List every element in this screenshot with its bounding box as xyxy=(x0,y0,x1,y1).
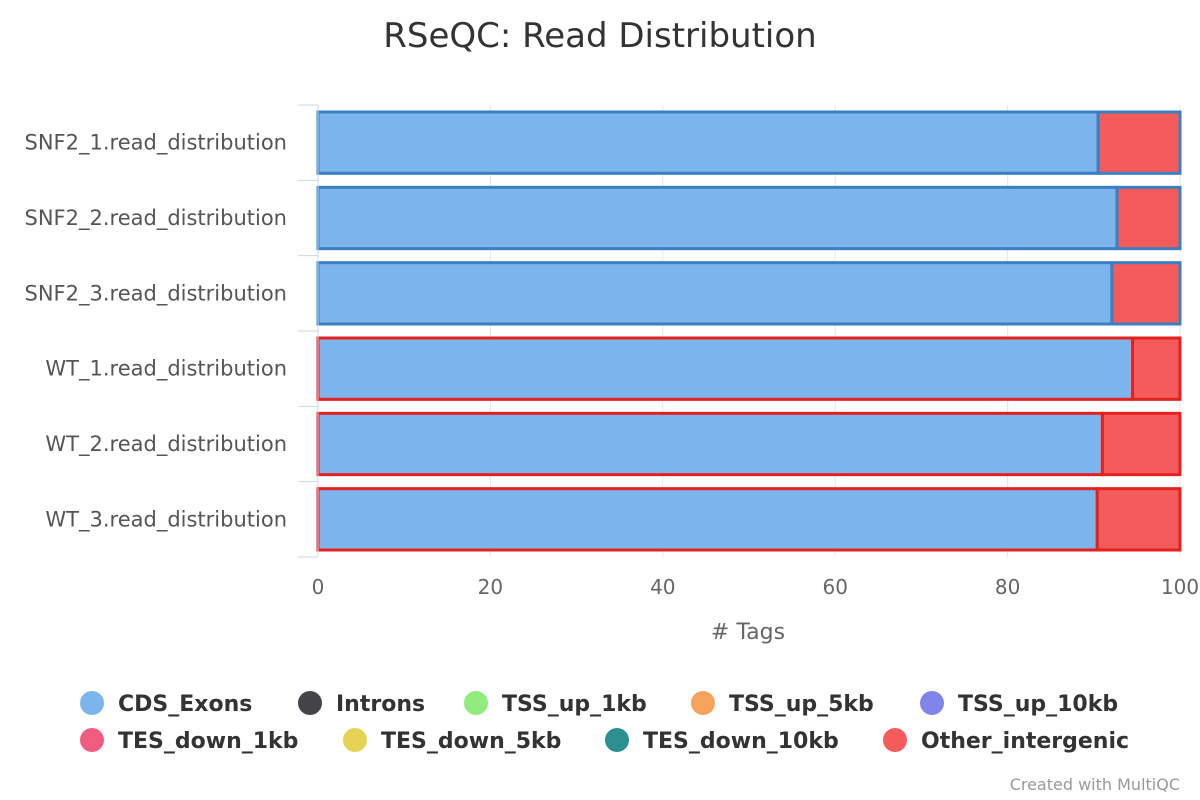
bar-segment[interactable] xyxy=(316,336,1135,401)
legend-label: TES_down_5kb xyxy=(381,729,561,754)
legend-marker xyxy=(80,691,104,715)
legend-item[interactable]: Introns xyxy=(298,691,425,717)
legend-label: TES_down_10kb xyxy=(643,729,839,754)
bar-segment[interactable] xyxy=(1115,185,1182,251)
bar-segment[interactable] xyxy=(316,261,1114,326)
category-label: SNF2_3.read_distribution xyxy=(25,281,287,306)
bars xyxy=(316,110,1182,552)
x-tick-label: 80 xyxy=(995,575,1020,599)
category-label: SNF2_2.read_distribution xyxy=(25,206,287,231)
x-tick-label: 0 xyxy=(312,575,325,599)
legend-marker xyxy=(343,728,367,752)
bar-segment[interactable] xyxy=(1110,261,1182,326)
legend-label: TSS_up_10kb xyxy=(958,692,1118,717)
legend-marker xyxy=(691,691,715,715)
legend-marker xyxy=(883,728,907,752)
legend-item[interactable]: TES_down_1kb xyxy=(80,728,298,754)
legend-label: Introns xyxy=(336,692,425,717)
legend-item[interactable]: TES_down_5kb xyxy=(343,728,561,754)
y-axis: SNF2_1.read_distribution SNF2_2.read_dist… xyxy=(25,104,319,558)
credit-text[interactable]: Created with MultiQC xyxy=(1010,775,1180,794)
legend-marker xyxy=(298,691,322,715)
legend-label: CDS_Exons xyxy=(118,692,252,717)
legend: CDS_Exons Introns TSS_up_1kb TSS_up_5kb TSS_… xyxy=(80,691,1129,754)
category-label: WT_2.read_distribution xyxy=(45,432,287,457)
legend-marker xyxy=(920,691,944,715)
bar-segment[interactable] xyxy=(316,411,1104,477)
x-tick-label: 40 xyxy=(650,575,675,599)
legend-marker xyxy=(464,691,488,715)
legend-label: TSS_up_1kb xyxy=(502,692,647,717)
legend-label: TES_down_1kb xyxy=(118,729,298,754)
category-label: WT_1.read_distribution xyxy=(45,357,287,382)
bar-segment[interactable] xyxy=(1095,487,1182,552)
chart-title: RSeQC: Read Distribution xyxy=(383,16,816,56)
grid-lines xyxy=(489,105,1181,557)
x-axis-title: # Tags xyxy=(711,620,785,645)
bar-segment[interactable] xyxy=(316,185,1119,251)
bar-segment[interactable] xyxy=(316,487,1099,552)
x-tick-label: 20 xyxy=(478,575,503,599)
legend-item[interactable]: CDS_Exons xyxy=(80,691,252,717)
category-label: SNF2_1.read_distribution xyxy=(25,131,287,156)
x-tick-label: 60 xyxy=(822,575,847,599)
category-label: WT_3.read_distribution xyxy=(45,507,287,532)
bar-segment[interactable] xyxy=(1131,336,1182,401)
x-axis: 0 20 40 60 80 100 xyxy=(312,575,1199,599)
legend-item[interactable]: Other_intergenic xyxy=(883,728,1129,754)
bar-segment[interactable] xyxy=(316,110,1100,175)
legend-label: Other_intergenic xyxy=(921,729,1129,754)
legend-marker xyxy=(605,728,629,752)
legend-marker xyxy=(80,728,104,752)
legend-item[interactable]: TSS_up_5kb xyxy=(691,691,874,717)
legend-item[interactable]: TES_down_10kb xyxy=(605,728,839,754)
bar-segment[interactable] xyxy=(1100,411,1182,477)
x-tick-label: 100 xyxy=(1161,575,1199,599)
legend-label: TSS_up_5kb xyxy=(729,692,874,717)
legend-item[interactable]: TSS_up_10kb xyxy=(920,691,1118,717)
legend-item[interactable]: TSS_up_1kb xyxy=(464,691,647,717)
bar-segment[interactable] xyxy=(1096,110,1182,175)
